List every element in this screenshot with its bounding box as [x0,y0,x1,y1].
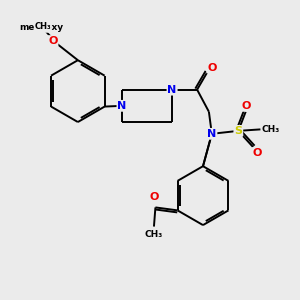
Text: methoxy: methoxy [48,27,55,28]
Text: S: S [234,126,242,136]
Text: N: N [167,85,177,94]
Text: N: N [207,129,217,139]
Text: O: O [149,192,159,202]
Text: O: O [241,101,250,111]
Text: O: O [207,63,217,73]
Text: O: O [253,148,262,158]
Text: O: O [48,36,58,46]
Text: CH₃: CH₃ [34,22,51,31]
Text: methoxy: methoxy [19,23,63,32]
Text: CH₃: CH₃ [262,125,280,134]
Text: N: N [117,101,127,111]
Text: CH₃: CH₃ [145,230,163,239]
